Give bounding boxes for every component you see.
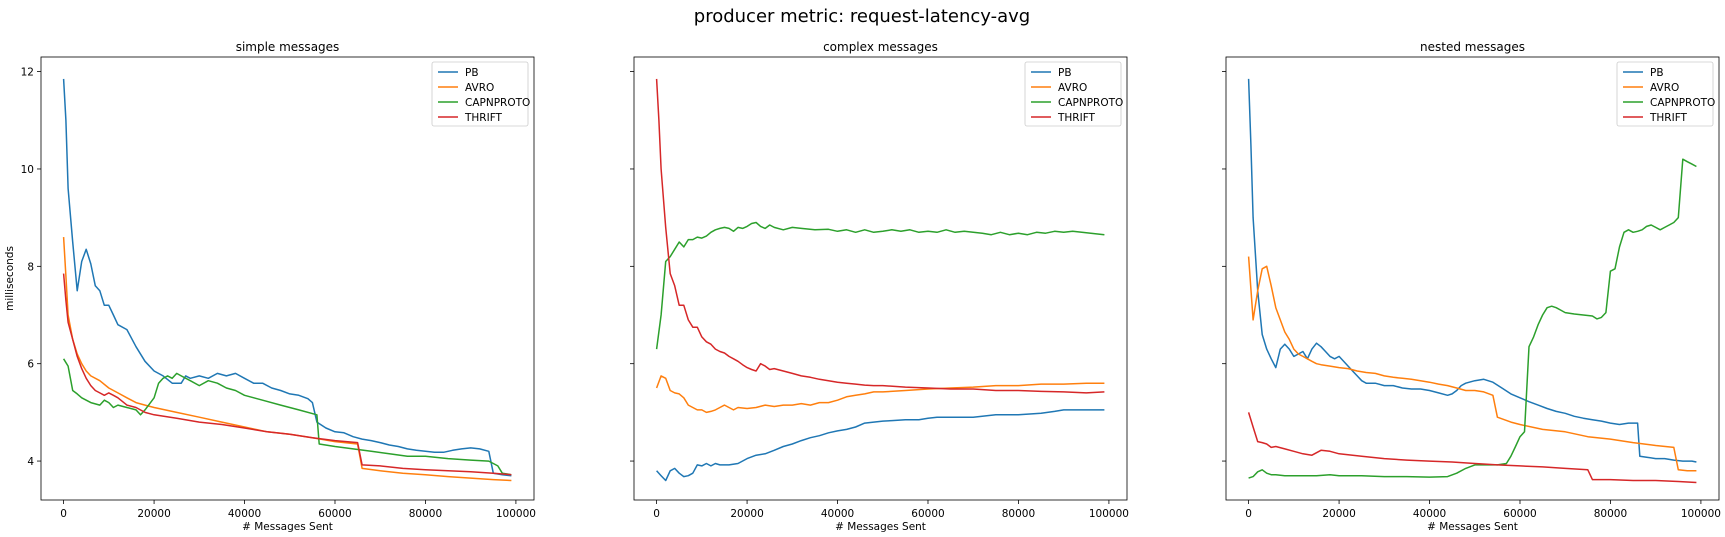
x-tick-label: 40000 bbox=[1413, 508, 1446, 520]
x-tick-label: 60000 bbox=[318, 508, 351, 520]
x-tick-label: 20000 bbox=[1322, 508, 1355, 520]
series-line-pb bbox=[656, 409, 1105, 482]
legend-label-thrift: THRIFT bbox=[1057, 112, 1096, 124]
x-tick-label: 100000 bbox=[1089, 508, 1129, 520]
x-tick-label: 80000 bbox=[1002, 508, 1035, 520]
x-tick-label: 0 bbox=[653, 508, 660, 520]
series-lines bbox=[655, 78, 1105, 482]
series-line-thrift bbox=[1247, 412, 1697, 484]
axes-frame bbox=[633, 56, 1128, 501]
legend-label-pb: PB bbox=[1650, 67, 1664, 79]
legend-label-pb: PB bbox=[1058, 67, 1072, 79]
x-axis-label: # Messages Sent bbox=[242, 521, 333, 533]
y-tick-label: 12 bbox=[21, 67, 34, 79]
series-line-thrift bbox=[655, 78, 1105, 394]
y-axis-label: milliseconds bbox=[4, 246, 16, 311]
y-tick-label: 6 bbox=[27, 359, 34, 371]
x-tick-label: 0 bbox=[60, 508, 67, 520]
x-tick-label: 60000 bbox=[911, 508, 944, 520]
axes-frame bbox=[40, 56, 535, 501]
legend-label-avro: AVRO bbox=[465, 82, 494, 94]
legend-label-avro: AVRO bbox=[1058, 82, 1087, 94]
legend: PB AVRO CAPNPROTO THRIFT bbox=[1024, 61, 1123, 127]
x-axis-label: # Messages Sent bbox=[835, 521, 926, 533]
series-line-capnproto bbox=[62, 358, 512, 476]
x-tick-label: 80000 bbox=[409, 508, 442, 520]
x-tick-label: 40000 bbox=[821, 508, 854, 520]
legend-label-capnproto: CAPNPROTO bbox=[1650, 97, 1715, 109]
series-line-pb bbox=[1247, 78, 1697, 463]
series-lines bbox=[62, 78, 512, 482]
x-axis-label: # Messages Sent bbox=[1427, 521, 1518, 533]
subplot-title: complex messages bbox=[823, 40, 938, 54]
subplot-1: complex messages 0 20000 40000 60000 80000 100… bbox=[630, 40, 1129, 533]
series-line-capnproto bbox=[655, 221, 1105, 350]
legend-label-capnproto: CAPNPROTO bbox=[465, 97, 530, 109]
x-tick-label: 0 bbox=[1245, 508, 1252, 520]
legend-box bbox=[431, 61, 529, 127]
figure-title: producer metric: request-latency-avg bbox=[694, 6, 1030, 27]
subplot-2: nested messages 0 20000 40000 60000 80000 1000… bbox=[1222, 40, 1721, 533]
x-tick-label: 20000 bbox=[730, 508, 763, 520]
legend-label-avro: AVRO bbox=[1650, 82, 1679, 94]
legend-label-thrift: THRIFT bbox=[464, 112, 503, 124]
y-tick-label: 8 bbox=[27, 261, 34, 273]
legend-box bbox=[1616, 61, 1714, 127]
legend: PB AVRO CAPNPROTO THRIFT bbox=[1616, 61, 1715, 127]
legend-box bbox=[1024, 61, 1122, 127]
x-tick-label: 20000 bbox=[137, 508, 170, 520]
series-line-avro bbox=[62, 237, 512, 482]
series-line-thrift bbox=[62, 273, 512, 476]
x-tick-label: 60000 bbox=[1503, 508, 1536, 520]
y-tick-label: 10 bbox=[21, 164, 34, 176]
x-tick-label: 100000 bbox=[496, 508, 536, 520]
subplot-title: simple messages bbox=[236, 40, 340, 54]
series-line-capnproto bbox=[1248, 158, 1697, 479]
subplot-0: simple messages 0 20000 40000 60000 80000 1000… bbox=[4, 40, 536, 533]
legend-label-thrift: THRIFT bbox=[1649, 112, 1688, 124]
y-tick-label: 4 bbox=[27, 456, 34, 468]
x-tick-label: 40000 bbox=[228, 508, 261, 520]
legend-label-capnproto: CAPNPROTO bbox=[1058, 97, 1123, 109]
series-lines bbox=[1247, 78, 1697, 484]
legend-label-pb: PB bbox=[465, 67, 479, 79]
x-tick-label: 100000 bbox=[1681, 508, 1721, 520]
series-line-pb bbox=[62, 78, 512, 477]
x-tick-label: 80000 bbox=[1594, 508, 1627, 520]
axes-frame bbox=[1225, 56, 1720, 501]
series-line-avro bbox=[1247, 256, 1697, 472]
legend: PB AVRO CAPNPROTO THRIFT bbox=[431, 61, 530, 127]
subplot-title: nested messages bbox=[1420, 40, 1525, 54]
